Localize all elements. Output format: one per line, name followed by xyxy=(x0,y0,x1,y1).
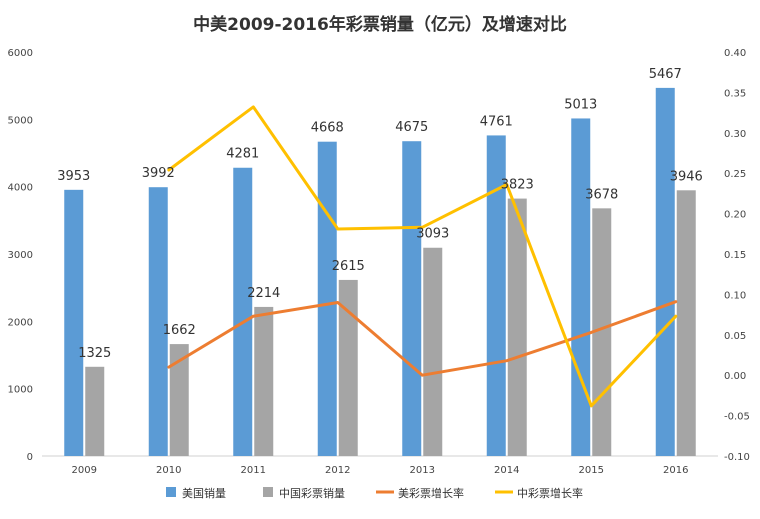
x-tick-label: 2012 xyxy=(325,465,350,476)
y-left-tick-label: 5000 xyxy=(8,115,33,126)
y-right-tick-label: 0.20 xyxy=(724,210,746,221)
y-axis-right: -0.10 -0.05 0.00 0.05 0.10 0.15 0.20 0.25 0.30 0.… xyxy=(724,48,750,463)
y-right-tick-label: 0.00 xyxy=(724,371,746,382)
line-cn-growth xyxy=(167,105,678,408)
y-right-tick-label: 0.35 xyxy=(724,88,746,99)
bar-layer xyxy=(64,87,696,457)
x-tick-label: 2016 xyxy=(663,465,688,476)
bar-data-label: 3946 xyxy=(670,169,703,184)
legend-swatch-bar xyxy=(263,487,273,497)
y-right-tick-label: 0.25 xyxy=(724,169,746,180)
y-left-tick-label: 2000 xyxy=(8,317,33,328)
bar-data-label: 2214 xyxy=(247,286,280,301)
legend-item: 美彩票增长率 xyxy=(376,486,464,500)
bar-cn xyxy=(169,344,189,456)
y-left-tick-label: 6000 xyxy=(8,48,33,59)
bar-data-label: 4668 xyxy=(311,121,344,136)
y-right-tick-label: -0.10 xyxy=(724,452,750,463)
y-left-tick-label: 0 xyxy=(27,452,33,463)
bar-us xyxy=(317,141,337,457)
bar-cn xyxy=(338,279,358,456)
legend-swatch-bar xyxy=(166,487,176,497)
bar-data-label: 5467 xyxy=(649,67,682,82)
y-right-tick-label: 0.05 xyxy=(724,331,746,342)
x-axis: 2009 2010 2011 2012 2013 2014 2015 2016 xyxy=(72,465,689,476)
x-tick-label: 2014 xyxy=(494,465,519,476)
bar-data-label: 3823 xyxy=(501,178,534,193)
bar-cn xyxy=(423,247,443,456)
x-tick-label: 2010 xyxy=(156,465,181,476)
bar-data-label: 3992 xyxy=(142,166,175,181)
y-left-tick-label: 4000 xyxy=(8,183,33,194)
bar-data-label: 4281 xyxy=(226,147,259,162)
bar-cn xyxy=(85,366,105,456)
bar-data-label: 4675 xyxy=(395,120,428,135)
legend-label: 中国彩票销量 xyxy=(279,486,345,500)
x-tick-label: 2011 xyxy=(241,465,266,476)
legend-item: 美国销量 xyxy=(166,486,226,500)
y-right-tick-label: -0.05 xyxy=(724,412,750,423)
line-layer xyxy=(167,105,678,408)
bar-data-label: 5013 xyxy=(564,97,597,112)
bar-data-label: 1325 xyxy=(78,346,111,361)
legend-item: 中彩票增长率 xyxy=(495,486,583,500)
legend-label: 美国销量 xyxy=(182,486,226,500)
bar-data-label: 3093 xyxy=(416,227,449,242)
bar-us xyxy=(402,141,422,456)
legend-item: 中国彩票销量 xyxy=(263,486,345,500)
chart-title: 中美2009-2016年彩票销量（亿元）及增速对比 xyxy=(193,14,567,35)
x-tick-label: 2013 xyxy=(410,465,435,476)
bar-us xyxy=(571,118,591,456)
line-us-growth xyxy=(167,300,678,377)
x-tick-label: 2015 xyxy=(579,465,604,476)
bar-us xyxy=(655,87,675,456)
bar-us xyxy=(148,187,168,457)
bar-us xyxy=(233,167,253,456)
bar-cn xyxy=(676,190,696,456)
y-axis-left: 0 1000 2000 3000 4000 5000 6000 xyxy=(8,48,33,463)
bar-data-label: 3678 xyxy=(585,187,618,202)
bar-data-label: 4761 xyxy=(480,114,513,129)
bar-data-label: 2615 xyxy=(332,259,365,274)
bar-data-label: 1662 xyxy=(163,323,196,338)
bar-us xyxy=(64,189,84,456)
bar-cn xyxy=(592,208,612,456)
y-left-tick-label: 3000 xyxy=(8,250,33,261)
bar-data-label: 3953 xyxy=(57,169,90,184)
data-label-layer: 3953 3992 4281 4668 4675 4761 5013 5467 1325 1662… xyxy=(57,67,703,361)
bar-us xyxy=(486,135,506,456)
y-right-tick-label: 0.30 xyxy=(724,129,746,140)
bar-cn xyxy=(254,306,274,456)
x-tick-label: 2009 xyxy=(72,465,97,476)
y-left-tick-label: 1000 xyxy=(8,385,33,396)
y-right-tick-label: 0.15 xyxy=(724,250,746,261)
y-right-tick-label: 0.40 xyxy=(724,48,746,59)
legend: 美国销量 中国彩票销量 美彩票增长率 中彩票增长率 xyxy=(166,486,583,500)
legend-label: 美彩票增长率 xyxy=(398,486,464,500)
y-right-tick-label: 0.10 xyxy=(724,290,746,301)
legend-label: 中彩票增长率 xyxy=(517,486,583,500)
bar-cn xyxy=(507,198,527,457)
